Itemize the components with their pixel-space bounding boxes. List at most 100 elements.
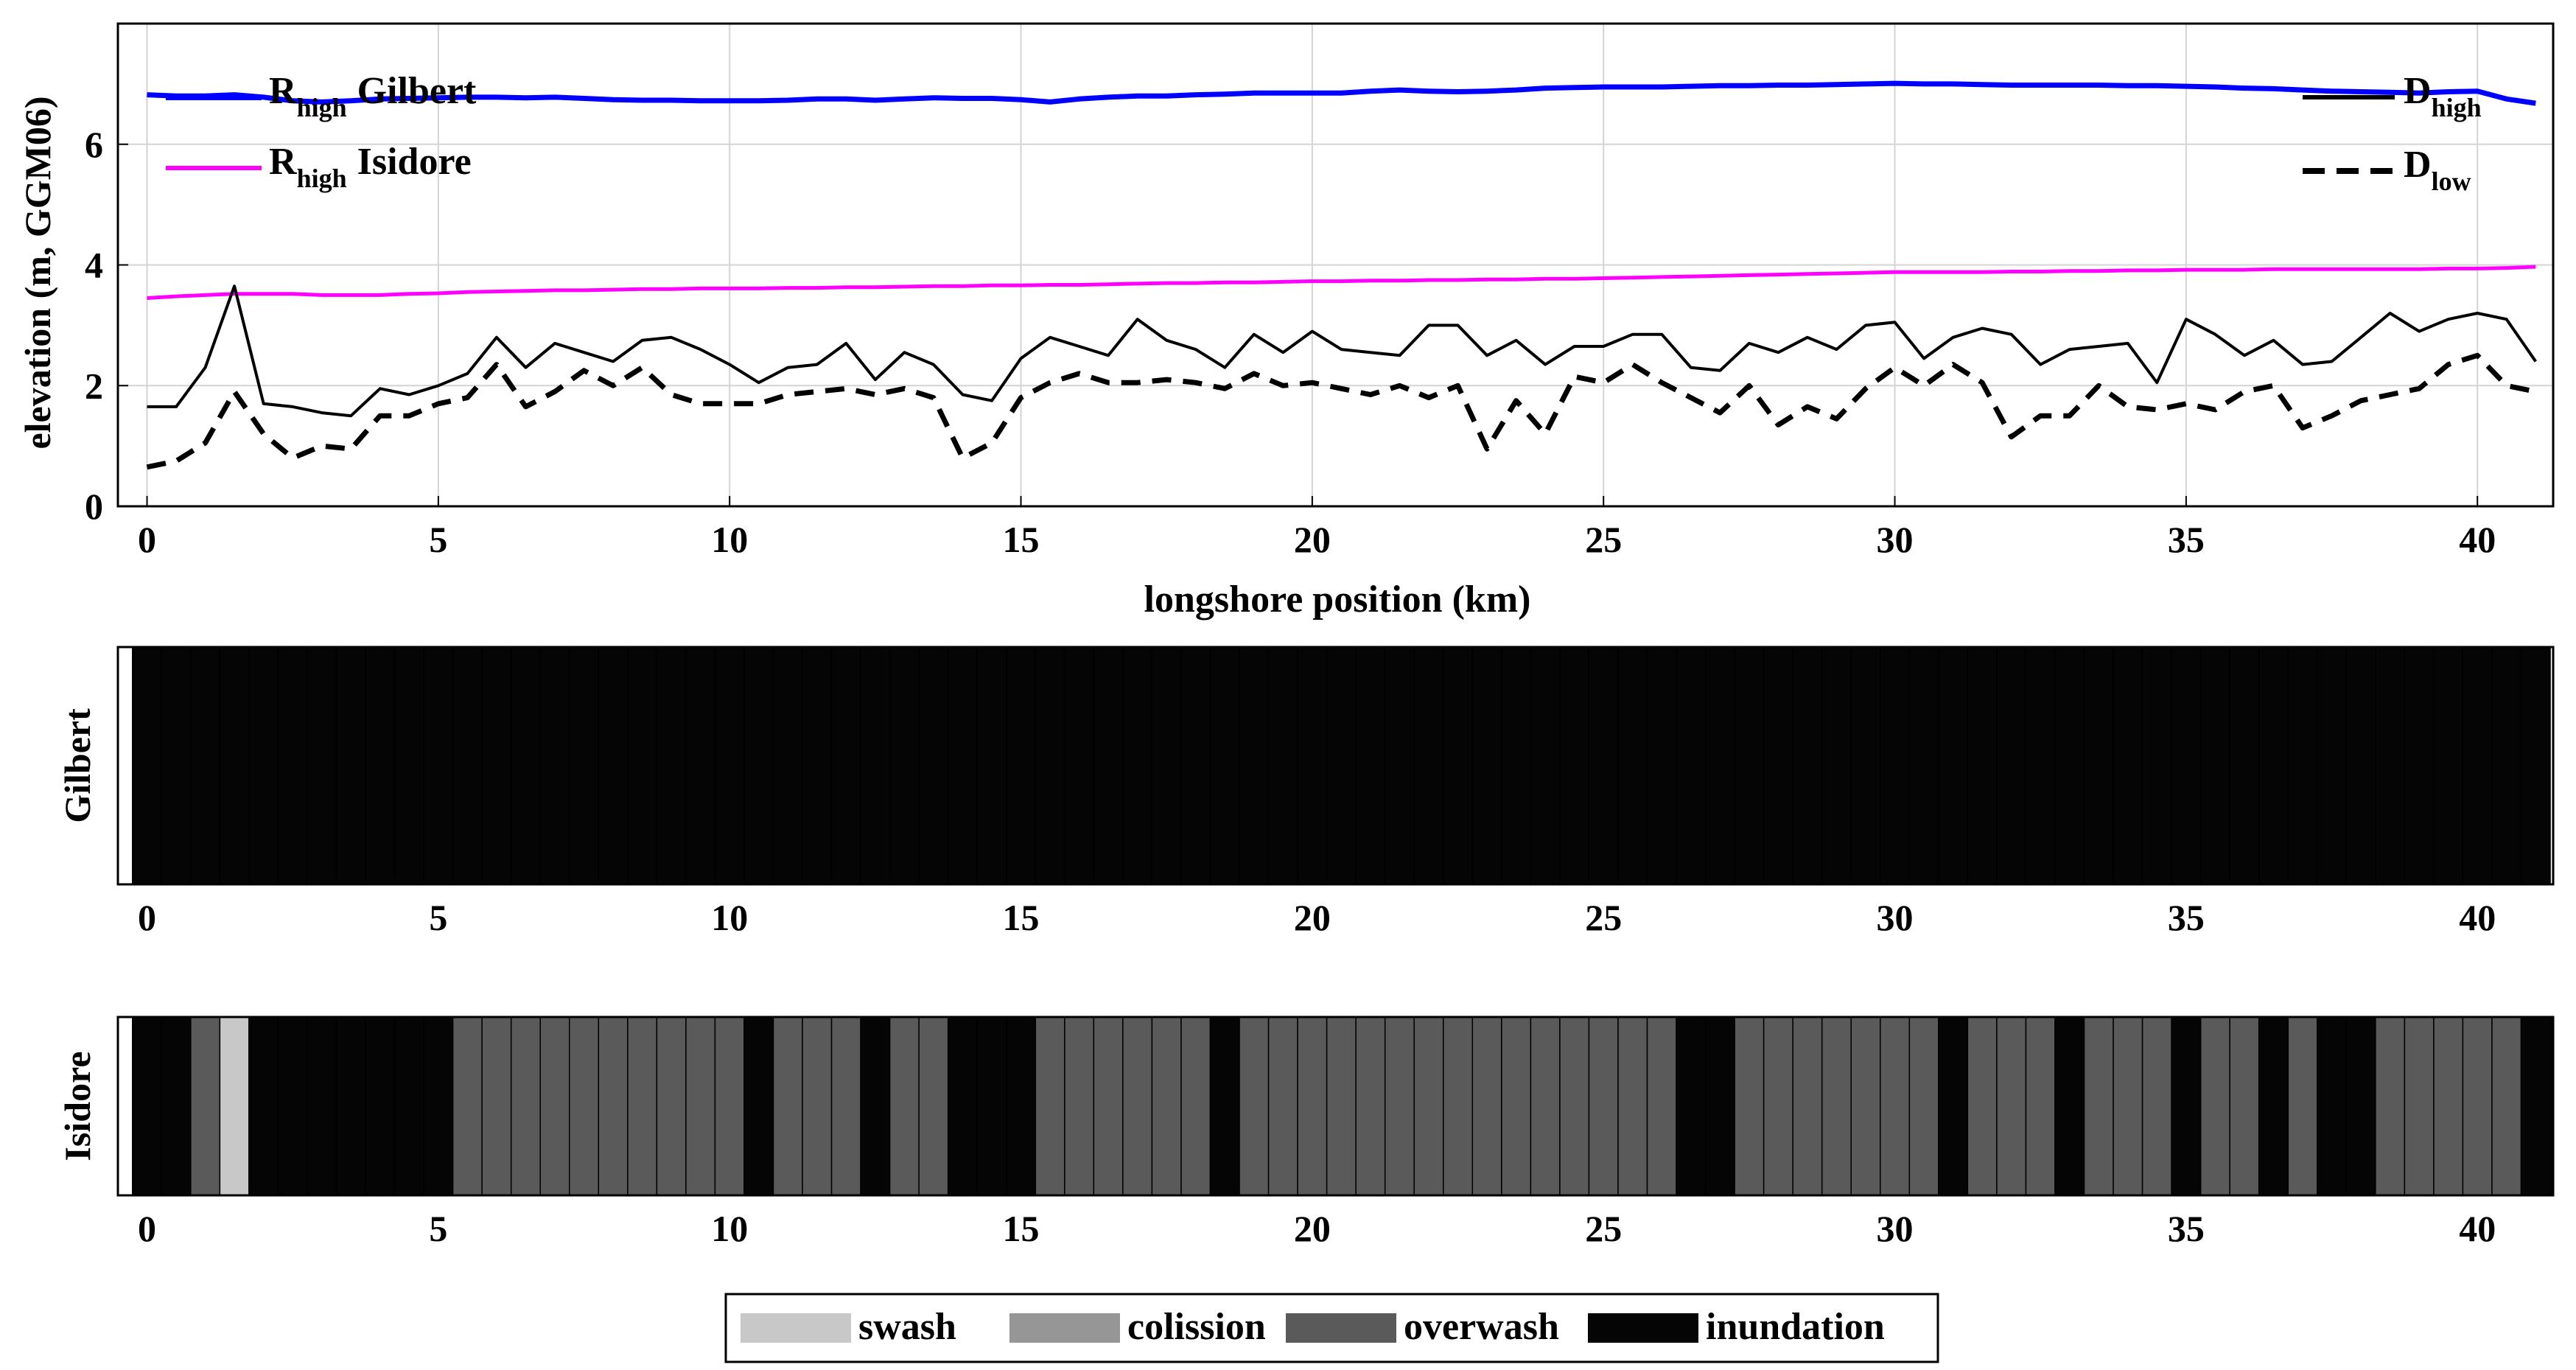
legend-swatch-inundation: [1588, 1313, 1698, 1343]
legend-left: Rhigh Gilbert Rhigh Isidore: [166, 70, 477, 193]
strip-frame: [116, 1016, 2555, 1197]
regime-cell: [1588, 646, 1619, 885]
legend-entry-gilbert: Rhigh Gilbert: [269, 70, 477, 122]
regime-cell: [1151, 646, 1182, 885]
regime-cell: [743, 1016, 774, 1196]
regime-cell: [772, 1016, 803, 1196]
regime-cell: [1122, 1016, 1153, 1196]
x-tick-label: 35: [2168, 1208, 2205, 1249]
regime-cell: [1180, 646, 1211, 885]
regime-cell: [1996, 646, 2027, 885]
x-tick-label: 35: [2168, 897, 2205, 938]
tick-labels: 0 5 10 15 20 25 30 35 40 0 2 4 6: [85, 124, 2496, 560]
regime-cell: [1093, 1016, 1124, 1196]
regime-cell: [335, 646, 366, 885]
regime-cell: [1996, 1016, 2027, 1196]
regime-cell: [1239, 1016, 1270, 1196]
regime-cell: [1967, 1016, 1998, 1196]
regime-cell: [2462, 646, 2493, 885]
regime-cell: [1530, 1016, 1561, 1196]
regime-cell: [2025, 646, 2056, 885]
legend-entry-dhigh: Dhigh: [2404, 70, 2482, 122]
regime-cell: [2083, 646, 2114, 885]
regime-cell: [452, 646, 483, 885]
x-tick-label: 25: [1585, 897, 1622, 938]
regime-cell: [685, 1016, 716, 1196]
x-tick-label: 20: [1294, 519, 1331, 560]
regime-cell: [1006, 1016, 1037, 1196]
regime-cell: [802, 646, 833, 885]
regime-cell: [2520, 646, 2551, 885]
regime-cell: [1267, 1016, 1298, 1196]
regime-cell: [1676, 1016, 1707, 1196]
regime-cell: [918, 646, 949, 885]
regime-cell: [2054, 646, 2085, 885]
regime-cell: [132, 1016, 163, 1196]
regime-cell: [423, 1016, 454, 1196]
x-tick-label: 20: [1294, 897, 1331, 938]
regime-cell: [1209, 1016, 1240, 1196]
x-tick-label: 10: [711, 1208, 748, 1249]
regime-cell: [1646, 1016, 1677, 1196]
regime-cell: [132, 646, 163, 885]
legend-swatch-colission: [1009, 1313, 1120, 1343]
regime-cell: [2345, 646, 2376, 885]
y-tick-label: 6: [85, 124, 103, 165]
regime-cell: [1006, 646, 1037, 885]
regime-cell: [1122, 646, 1153, 885]
x-tick-label: 15: [1003, 897, 1040, 938]
x-tick-label: 25: [1585, 1208, 1622, 1249]
regime-cell: [1676, 646, 1707, 885]
regime-cell: [307, 646, 337, 885]
regime-cell: [714, 646, 745, 885]
regime-cells: [132, 646, 2551, 885]
regime-cell: [2491, 646, 2522, 885]
regime-cell: [1938, 1016, 1969, 1196]
regime-cell: [1704, 646, 1735, 885]
regime-cell: [219, 646, 250, 885]
series-lines: [146, 80, 2537, 470]
regime-cell: [947, 646, 978, 885]
regime-cell: [1821, 646, 1852, 885]
regime-cell: [2375, 646, 2406, 885]
regime-cell: [510, 1016, 541, 1196]
x-tick-label: 0: [138, 519, 156, 560]
regime-cell: [1035, 1016, 1065, 1196]
strip-label-isidore: Isidore: [57, 1051, 98, 1161]
regime-cell: [1763, 646, 1793, 885]
regime-cell: [539, 646, 570, 885]
x-tick-label: 10: [711, 519, 748, 560]
regime-cell: [1792, 646, 1823, 885]
legend-label-colission: colission: [1127, 1306, 1266, 1348]
regime-cell: [830, 1016, 861, 1196]
regime-cell: [1559, 646, 1590, 885]
isidore-regime-strip: 0 5 10 15 20 25 30 35 40 Isidore: [57, 1016, 2555, 1249]
regime-cell: [598, 1016, 629, 1196]
regime-cell: [481, 1016, 512, 1196]
regime-cell: [1880, 646, 1911, 885]
x-tick-label: 30: [1877, 897, 1914, 938]
regime-cell: [335, 1016, 366, 1196]
regime-cell: [656, 646, 687, 885]
regime-cell: [1035, 646, 1065, 885]
regime-cell: [1850, 646, 1881, 885]
legend-swatch-overwash: [1286, 1313, 1396, 1343]
regime-cell: [2287, 646, 2318, 885]
regime-cell: [1646, 646, 1677, 885]
series-line-gilbert: [147, 80, 2536, 106]
tick-labels: 0 5 10 15 20 25 30 35 40: [138, 897, 2496, 938]
regime-cell: [2113, 1016, 2143, 1196]
regime-cell: [2141, 1016, 2172, 1196]
x-tick-label: 25: [1585, 519, 1622, 560]
regime-cell: [1588, 1016, 1619, 1196]
legend-right: Dhigh Dlow: [2303, 70, 2482, 196]
regime-cell: [1559, 1016, 1590, 1196]
regime-cell: [1355, 646, 1386, 885]
elevation-plot: 0 5 10 15 20 25 30 35 40 0 2 4 6 elevation (m, GGM06…: [17, 22, 2555, 621]
regime-cell: [307, 1016, 337, 1196]
x-tick-label: 30: [1877, 519, 1914, 560]
regime-cell: [1501, 1016, 1532, 1196]
regime-cell: [1734, 1016, 1765, 1196]
regime-cell: [1850, 1016, 1881, 1196]
